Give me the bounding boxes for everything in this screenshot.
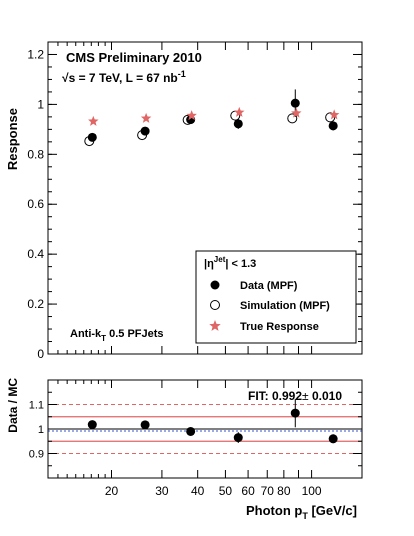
jet-algorithm-label: Anti-kT 0.5 PFJets bbox=[70, 328, 164, 343]
response-data-points bbox=[84, 89, 340, 147]
energy-lumi-label: √s = 7 TeV, L = 67 nb-1 bbox=[62, 69, 186, 85]
ratio-reference-lines bbox=[48, 404, 362, 454]
response-y-tick-label: 0.6 bbox=[27, 197, 44, 211]
ratio-point bbox=[140, 420, 150, 430]
ratio-point bbox=[328, 434, 338, 444]
true-response-point bbox=[328, 109, 340, 120]
legend: |ηJet| < 1.3 Data (MPF) Simulation (MPF)… bbox=[195, 250, 357, 344]
x-axis-label: Photon pT [GeV/c] bbox=[246, 503, 357, 521]
true-response-point bbox=[186, 110, 197, 121]
ratio-point bbox=[290, 408, 300, 418]
cms-preliminary-label: CMS Preliminary 2010 bbox=[66, 50, 202, 65]
ratio-y-ticks: 0.9 1 1.1 bbox=[29, 391, 362, 467]
legend-data-marker bbox=[210, 280, 220, 290]
true-response-point bbox=[234, 106, 245, 117]
fit-result-label: FIT: 0.992± 0.010 bbox=[248, 389, 342, 403]
fit-result-plus-minus: ± bbox=[302, 389, 309, 403]
x-tick-label: 80 bbox=[277, 484, 291, 498]
ratio-y-tick-label: 0.9 bbox=[29, 449, 44, 461]
legend-simulation-label: Simulation (MPF) bbox=[240, 300, 330, 312]
legend-eta-text: |η bbox=[204, 258, 214, 270]
jet-algorithm-text: Anti-k bbox=[70, 328, 102, 340]
response-y-tick-label: 0 bbox=[37, 347, 44, 361]
jet-algorithm-rest: 0.5 PFJets bbox=[106, 328, 163, 340]
data-point bbox=[328, 121, 338, 131]
x-tick-label: 20 bbox=[105, 484, 119, 498]
x-tick-label: 30 bbox=[155, 484, 169, 498]
ratio-x-ticks: 20 30 40 50 60 70 80 100 bbox=[57, 380, 322, 498]
response-y-tick-label: 1.2 bbox=[27, 47, 44, 61]
legend-eta-superscript: Jet bbox=[214, 255, 226, 264]
x-tick-label: 40 bbox=[191, 484, 205, 498]
true-response-point bbox=[88, 115, 99, 126]
x-tick-label: 50 bbox=[219, 484, 233, 498]
response-plot-frame bbox=[47, 41, 363, 355]
response-y-tick-label: 0.4 bbox=[27, 247, 44, 261]
ratio-point bbox=[87, 420, 97, 430]
fit-result-text: FIT: 0.992 bbox=[248, 389, 302, 403]
response-y-tick-label: 0.8 bbox=[27, 147, 44, 161]
ratio-y-axis-label: Data / MC bbox=[6, 378, 20, 433]
true-response-point bbox=[291, 107, 302, 118]
legend-eta-cut: |ηJet| < 1.3 bbox=[204, 255, 256, 270]
true-response-point bbox=[140, 112, 152, 123]
ratio-point bbox=[233, 433, 243, 443]
legend-data-label: Data (MPF) bbox=[240, 280, 298, 292]
legend-eta-rest: | < 1.3 bbox=[225, 258, 256, 270]
ratio-data-points bbox=[87, 398, 338, 444]
energy-lumi-text: √s = 7 TeV, L = 67 nb bbox=[62, 71, 178, 85]
response-y-ticks: 0 0.2 0.4 0.6 0.8 1 1.2 bbox=[27, 41, 362, 361]
response-panel: 0 0.2 0.4 0.6 0.8 1 1.2 Response CMS Prelimina… bbox=[5, 41, 363, 361]
ratio-point bbox=[186, 426, 196, 436]
jet-algorithm-subscript: T bbox=[101, 334, 106, 343]
x-axis-label-subscript: T bbox=[302, 511, 308, 521]
data-point bbox=[87, 132, 97, 142]
ratio-y-tick-label: 1.1 bbox=[29, 400, 44, 412]
data-point bbox=[140, 126, 150, 136]
legend-true-response-label: True Response bbox=[240, 321, 319, 333]
x-axis-label-rest: [GeV/c] bbox=[308, 503, 357, 518]
legend-box bbox=[195, 250, 357, 344]
ratio-y-tick-label: 1 bbox=[38, 424, 44, 436]
fit-result-error: 0.010 bbox=[309, 389, 343, 403]
x-tick-label: 70 bbox=[261, 484, 275, 498]
response-y-tick-label: 1 bbox=[37, 97, 44, 111]
x-axis-label-text: Photon p bbox=[246, 503, 302, 518]
x-tick-label: 100 bbox=[302, 484, 322, 498]
legend-true-response-marker bbox=[209, 320, 221, 331]
data-point bbox=[233, 119, 243, 129]
response-x-ticks bbox=[57, 42, 313, 354]
x-tick-label: 60 bbox=[241, 484, 255, 498]
legend-simulation-marker bbox=[210, 300, 220, 310]
energy-lumi-exponent: -1 bbox=[178, 69, 186, 79]
ratio-panel: 0.9 1 1.1 20 30 40 50 60 70 80 100 Data / MC FIT:… bbox=[6, 378, 363, 521]
data-point bbox=[290, 98, 300, 108]
response-y-axis-label: Response bbox=[5, 108, 20, 170]
response-y-tick-label: 0.2 bbox=[27, 297, 44, 311]
